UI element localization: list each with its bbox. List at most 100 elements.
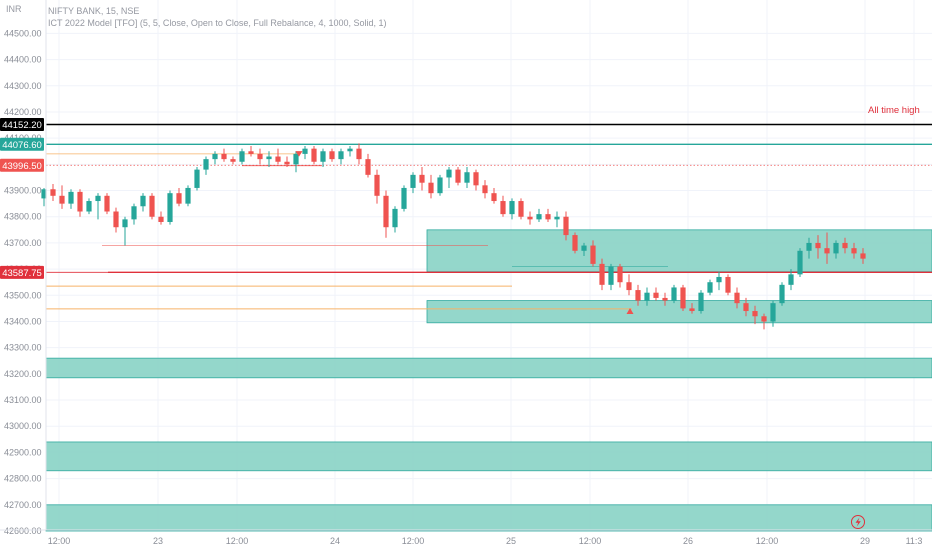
zone-upper (426, 229, 932, 273)
candle-body (743, 303, 749, 312)
candle-body (581, 245, 587, 251)
candle-body (149, 195, 155, 217)
symbol-line: NIFTY BANK, 15, NSE (48, 6, 139, 16)
candle-body (320, 151, 326, 162)
tag-last-price-text: 43996.50 (2, 161, 42, 172)
candle-body (374, 174, 380, 196)
candle-body (77, 191, 83, 212)
y-tick-label: 44200.00 (4, 107, 42, 117)
candle-body (464, 172, 470, 183)
candle-body (185, 187, 191, 204)
tag-green-level (0, 137, 44, 151)
candle-body (662, 297, 668, 301)
y-tick-label: 42800.00 (4, 474, 42, 484)
candle-body (329, 151, 335, 160)
candle-body (734, 292, 740, 304)
candle-body (617, 266, 623, 283)
candle-body (797, 250, 803, 275)
candle-body (365, 159, 371, 175)
candle-body (698, 292, 704, 312)
candle-body (680, 287, 686, 309)
candle-body (590, 245, 596, 264)
candle-body (815, 242, 821, 249)
candle-body (41, 189, 47, 199)
zones (45, 229, 932, 532)
candle-body (500, 201, 506, 215)
candle-body (779, 284, 785, 304)
candle-body (257, 153, 263, 160)
candle-body (428, 182, 434, 194)
tag-last-price (0, 158, 44, 172)
candle-body (266, 156, 272, 160)
candle-body (104, 195, 110, 212)
candle-body (212, 153, 218, 160)
candle-body (824, 248, 830, 254)
y-tick-label: 43300.00 (4, 343, 42, 353)
candle-body (122, 219, 128, 228)
y-tick-label: 43100.00 (4, 395, 42, 405)
candle-body (518, 201, 524, 217)
candles[interactable] (41, 143, 866, 330)
candle-body (491, 193, 497, 202)
candle-body (113, 211, 119, 228)
tag-green-level-text: 44076.60 (2, 140, 42, 151)
y-tick-label: 44500.00 (4, 28, 42, 38)
candle-body (221, 153, 227, 160)
x-tick-label: 24 (330, 536, 340, 546)
indicator-line: ICT 2022 Model [TFO] (5, 5, Close, Open … (48, 18, 387, 28)
candle-body (68, 191, 74, 204)
markers (295, 151, 634, 314)
candle-body (833, 242, 839, 254)
candle-body (383, 195, 389, 228)
y-tick-label: 42900.00 (4, 447, 42, 457)
y-tick-label: 42700.00 (4, 500, 42, 510)
y-tick-label: 43000.00 (4, 421, 42, 431)
x-tick-label: 11:3 (906, 536, 923, 546)
candle-body (437, 177, 443, 194)
x-tick-label: 12:00 (48, 536, 71, 546)
candle-body (770, 303, 776, 322)
candle-body (752, 311, 758, 317)
time-axis[interactable]: 12:00 23 12:00 24 12:00 25 12:00 26 12:00 29 11:3 (0, 529, 932, 546)
candle-body (86, 201, 92, 212)
x-tick-label: 23 (153, 536, 163, 546)
candle-body (716, 276, 722, 283)
x-tick-label: 29 (860, 536, 870, 546)
candle-body (626, 282, 632, 291)
x-tick-label: 12:00 (756, 536, 779, 546)
candle-body (167, 193, 173, 222)
x-tick-label: 12:00 (402, 536, 425, 546)
candle-body (284, 161, 290, 165)
candle-body (851, 248, 857, 254)
x-tick-label: 25 (506, 536, 516, 546)
candle-body (644, 292, 650, 301)
candle-body (131, 206, 137, 220)
tag-red-level-text: 43587.75 (2, 268, 42, 279)
candle-body (410, 174, 416, 188)
x-tick-label: 12:00 (226, 536, 249, 546)
candle-body (554, 216, 560, 220)
candle-body (635, 290, 641, 301)
candle-body (59, 195, 65, 204)
ath-annotation: All time high (868, 105, 920, 116)
y-tick-label: 44300.00 (4, 81, 42, 91)
lightning-icon[interactable] (851, 515, 865, 529)
y-tick-label: 44400.00 (4, 55, 42, 65)
candle-body (689, 308, 695, 312)
candle-body (50, 189, 56, 196)
candle-body (194, 169, 200, 188)
candle-body (536, 214, 542, 220)
candle-body (446, 169, 452, 178)
candle-body (473, 172, 479, 186)
x-tick-label: 26 (683, 536, 693, 546)
candle-body (707, 282, 713, 293)
y-tick-label: 43900.00 (4, 186, 42, 196)
zone-42650 (45, 504, 932, 532)
y-tick-label: 43500.00 (4, 290, 42, 300)
candle-body (293, 153, 299, 165)
candle-body (527, 216, 533, 220)
price-tags: 44152.20 44076.60 43996.50 43587.75 (0, 118, 44, 279)
candle-body (392, 208, 398, 228)
candle-body (860, 253, 866, 259)
